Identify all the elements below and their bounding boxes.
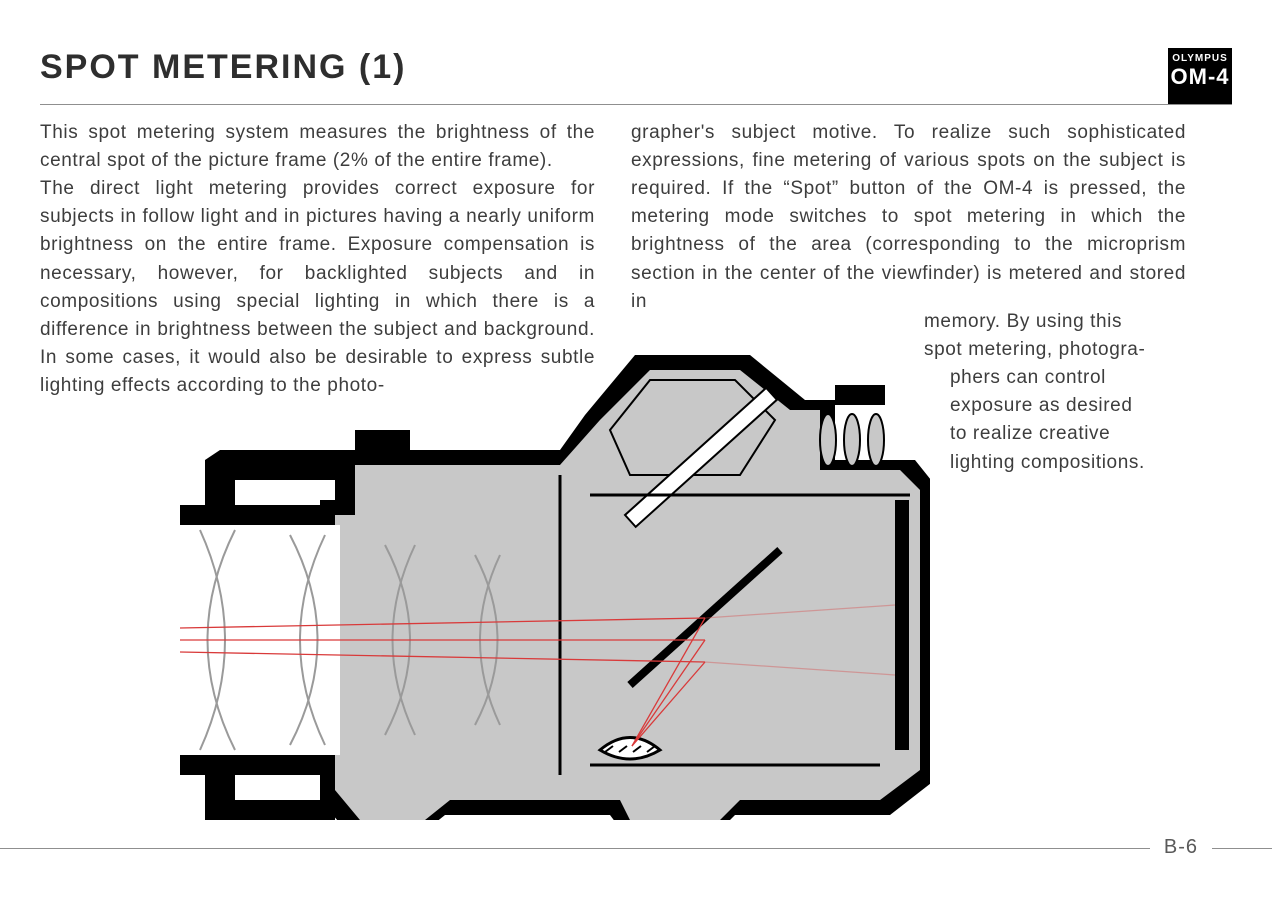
manual-page: SPOT METERING (1) OLYMPUS OM-4 This spot… [0, 0, 1272, 900]
wrap-text-line: spot metering, photogra- [924, 336, 1224, 364]
brand-logo: OLYMPUS OM-4 [1168, 48, 1232, 104]
camera-cutaway-diagram [180, 300, 930, 820]
title-rule [40, 104, 1232, 105]
column-right-wrap: memory. By using this spot metering, pho… [924, 308, 1224, 477]
brand-name: OLYMPUS [1168, 54, 1232, 64]
wrap-text-line: to realize creative [950, 420, 1224, 448]
wrap-text-line: exposure as desired [950, 392, 1224, 420]
film-plane [895, 500, 909, 750]
wrap-text-line: memory. By using this [924, 308, 1224, 336]
model-name: OM-4 [1168, 66, 1232, 88]
eyepiece-lenses [820, 414, 884, 466]
title-row: SPOT METERING (1) OLYMPUS OM-4 [40, 48, 1232, 104]
page-number: B-6 [1150, 836, 1212, 859]
wrap-text-line: phers can control [950, 364, 1224, 392]
page-title: SPOT METERING (1) [40, 48, 406, 87]
wrap-text-line: lighting compositions. [950, 449, 1224, 477]
footer-rule [0, 848, 1272, 849]
